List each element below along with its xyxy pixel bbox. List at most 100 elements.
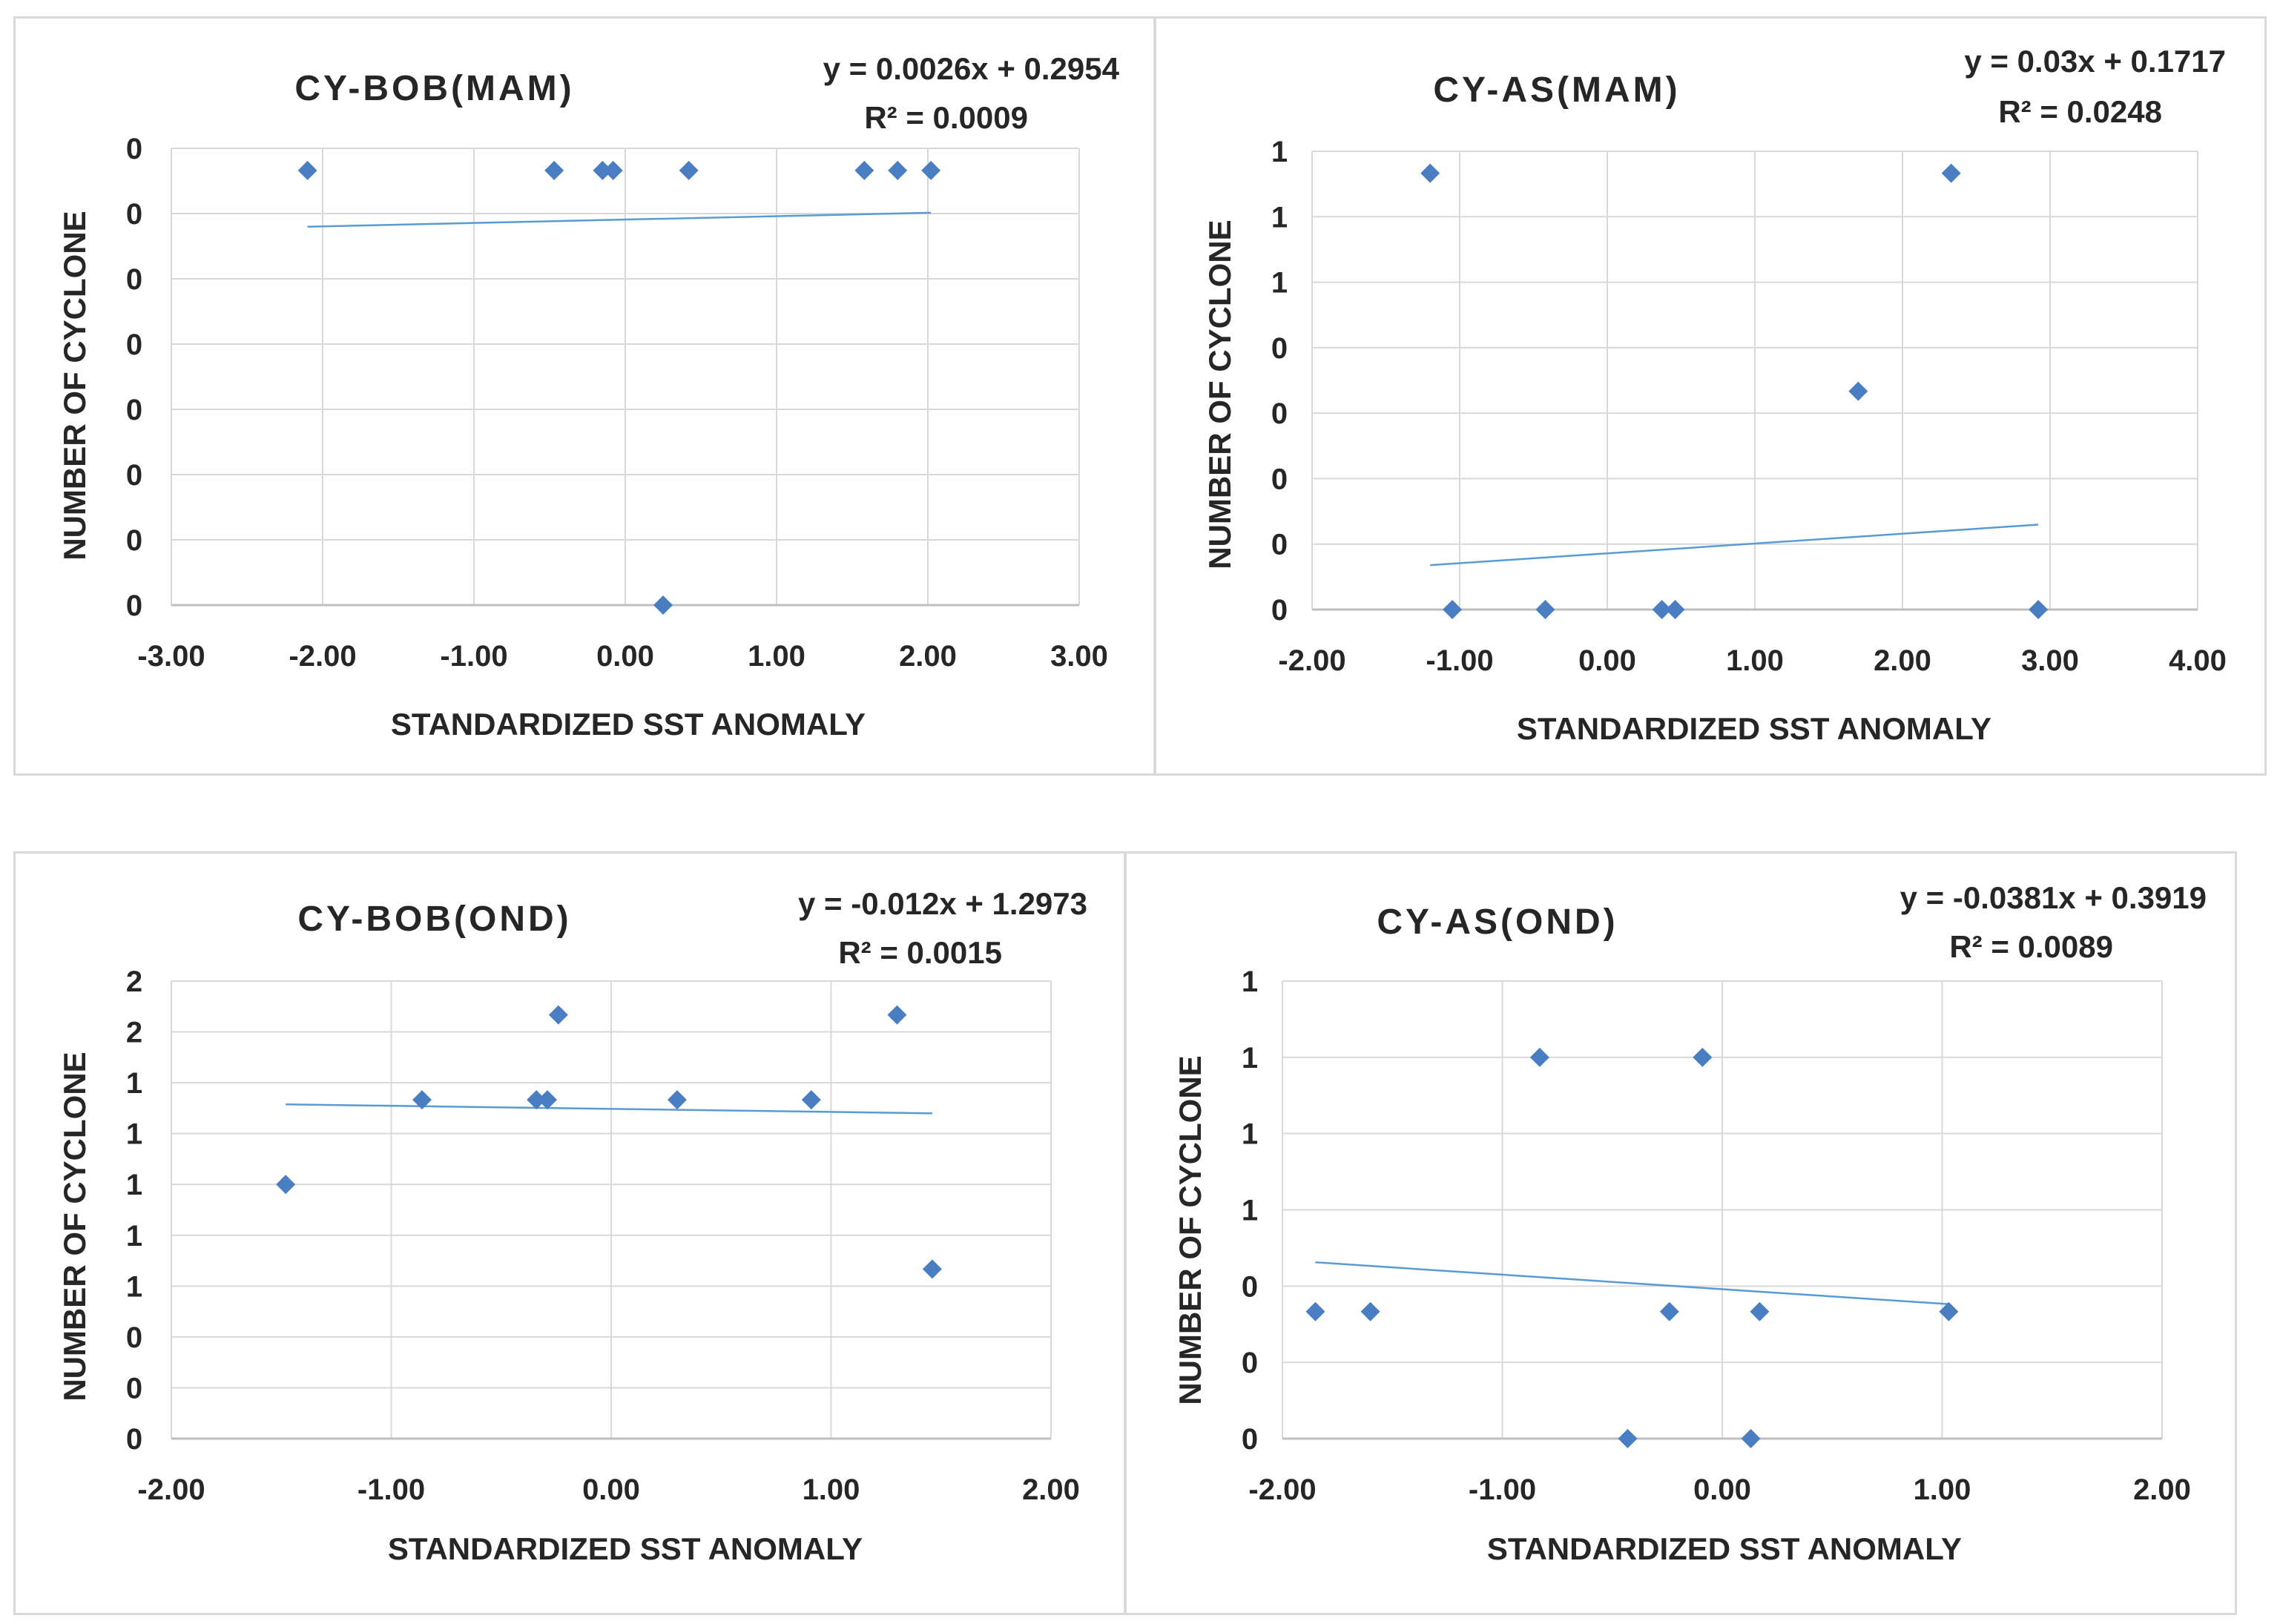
y-tick-label: 0 [126, 1321, 142, 1354]
trendline [307, 211, 932, 228]
y-tick-label: 0 [1242, 1270, 1258, 1303]
data-point [1360, 1301, 1380, 1321]
data-point [548, 1005, 568, 1025]
y-tick-label: 0 [126, 394, 142, 426]
data-point [1420, 163, 1440, 183]
data-point [527, 1090, 547, 1110]
x-tick-label: -1.00 [1426, 644, 1493, 677]
trend-equation: y = -0.012x + 1.2973 [798, 886, 1087, 921]
x-tick-label: 1.00 [803, 1473, 860, 1506]
y-tick-label: 1 [126, 1118, 142, 1151]
y-tick-label: 1 [1242, 966, 1258, 998]
x-tick-label: 3.00 [1050, 640, 1108, 673]
y-axis-label: NUMBER OF CYCLONE [57, 211, 92, 560]
data-point [2029, 600, 2049, 619]
y-tick-label: 0 [1242, 1347, 1258, 1379]
y-tick-label: 1 [1271, 201, 1288, 234]
r-squared: R² = 0.0015 [838, 935, 1002, 970]
data-point [1693, 1047, 1713, 1067]
trend-equation: y = 0.0026x + 0.2954 [823, 51, 1120, 86]
x-tick-label: 0.00 [1578, 644, 1636, 677]
data-point [1848, 381, 1868, 401]
r-squared: R² = 0.0009 [864, 100, 1028, 135]
y-tick-label: 0 [126, 459, 142, 492]
data-point [1941, 163, 1961, 183]
y-tick-label: 1 [1271, 136, 1288, 168]
x-axis-label: STANDARDIZED SST ANOMALY [1517, 711, 1991, 746]
x-tick-label: -2.00 [1248, 1473, 1316, 1506]
y-tick-label: 0 [126, 263, 142, 296]
x-tick-label: 2.00 [899, 640, 957, 673]
chart-title: CY-AS(OND) [1377, 902, 1618, 942]
chart-title: CY-AS(MAM) [1433, 70, 1680, 110]
data-point [1652, 600, 1672, 619]
y-tick-label: 0 [126, 329, 142, 361]
chart-panel-bob-mam: 0 0 0 0 0 0 0 0 -3.00 -2.00 -1.00 0.00 1.00 2.00 3.00… [13, 16, 1156, 776]
y-axis-label: NUMBER OF CYCLONE [57, 1052, 92, 1401]
x-tick-label: 0.00 [596, 640, 654, 673]
y-tick-label: 0 [126, 1423, 142, 1456]
x-tick-label: -3.00 [137, 640, 205, 673]
r-squared: R² = 0.0248 [1998, 94, 2162, 129]
y-tick-label: 1 [126, 1067, 142, 1100]
data-point [276, 1175, 296, 1195]
x-tick-label: 2.00 [2133, 1473, 2191, 1506]
y-tick-label: 2 [126, 966, 142, 998]
chart-svg: 0 0 0 1 1 1 1 -2.00 -1.00 0.00 1.00 2.00 CY-AS(OND… [1173, 880, 2207, 1566]
chart-title: CY-BOB(OND) [297, 900, 571, 939]
data-point [1741, 1429, 1761, 1448]
data-point [1659, 1301, 1679, 1321]
y-tick-label: 0 [126, 1372, 142, 1405]
x-tick-label: -1.00 [1469, 1473, 1536, 1506]
y-tick-label: 2 [126, 1017, 142, 1049]
x-tick-label: 4.00 [2169, 644, 2227, 677]
y-tick-label: 0 [1271, 594, 1288, 627]
data-point [1535, 600, 1555, 619]
chart-panel-as-ond: 0 0 0 1 1 1 1 -2.00 -1.00 0.00 1.00 2.00 CY-AS(OND… [1124, 851, 2237, 1615]
data-point [538, 1090, 558, 1110]
data-point [1618, 1429, 1638, 1448]
data-point [1750, 1301, 1770, 1321]
data-point [921, 160, 941, 180]
data-point [1665, 600, 1685, 619]
chart-svg: 0 0 0 1 1 1 1 1 2 2 -2.00 -1.00 0.00 1.00 2.00 CY-BOB… [57, 886, 1087, 1566]
data-point [412, 1090, 432, 1110]
y-axis-label: NUMBER OF CYCLONE [1202, 219, 1237, 569]
data-point [1443, 600, 1463, 619]
y-axis-label: NUMBER OF CYCLONE [1173, 1055, 1207, 1405]
x-tick-label: 3.00 [2021, 644, 2079, 677]
x-tick-label: 1.00 [748, 640, 805, 673]
x-axis-label: STANDARDIZED SST ANOMALY [391, 707, 866, 742]
y-tick-label: 0 [1271, 529, 1288, 561]
y-tick-label: 1 [1242, 1195, 1258, 1227]
trend-equation: y = -0.0381x + 0.3919 [1900, 880, 2207, 915]
x-tick-label: 0.00 [582, 1473, 640, 1506]
x-tick-label: -2.00 [1278, 644, 1345, 677]
y-tick-label: 0 [1271, 463, 1288, 495]
data-point [922, 1259, 942, 1279]
data-point [888, 160, 908, 180]
y-tick-label: 0 [1271, 397, 1288, 430]
r-squared: R² = 0.0089 [1949, 929, 2113, 964]
y-tick-label: 1 [1271, 267, 1288, 300]
trend-equation: y = 0.03x + 0.1717 [1964, 44, 2226, 79]
data-point [679, 160, 699, 180]
data-point [1939, 1301, 1959, 1321]
y-tick-label: 1 [126, 1169, 142, 1201]
data-point [667, 1090, 687, 1110]
x-tick-label: -1.00 [440, 640, 507, 673]
x-tick-label: 2.00 [1022, 1473, 1080, 1506]
data-point [593, 160, 613, 180]
y-tick-label: 0 [1271, 332, 1288, 365]
data-point [1305, 1301, 1325, 1321]
y-tick-label: 0 [126, 198, 142, 231]
x-tick-label: -2.00 [137, 1473, 205, 1506]
data-point [653, 595, 673, 615]
trendline [286, 1103, 932, 1115]
data-point [887, 1005, 907, 1025]
data-point [854, 160, 874, 180]
y-tick-label: 1 [1242, 1118, 1258, 1151]
chart-svg: 0 0 0 0 0 0 0 0 -3.00 -2.00 -1.00 0.00 1.00 2.00 3.00… [57, 51, 1120, 742]
y-tick-label: 0 [126, 590, 142, 622]
